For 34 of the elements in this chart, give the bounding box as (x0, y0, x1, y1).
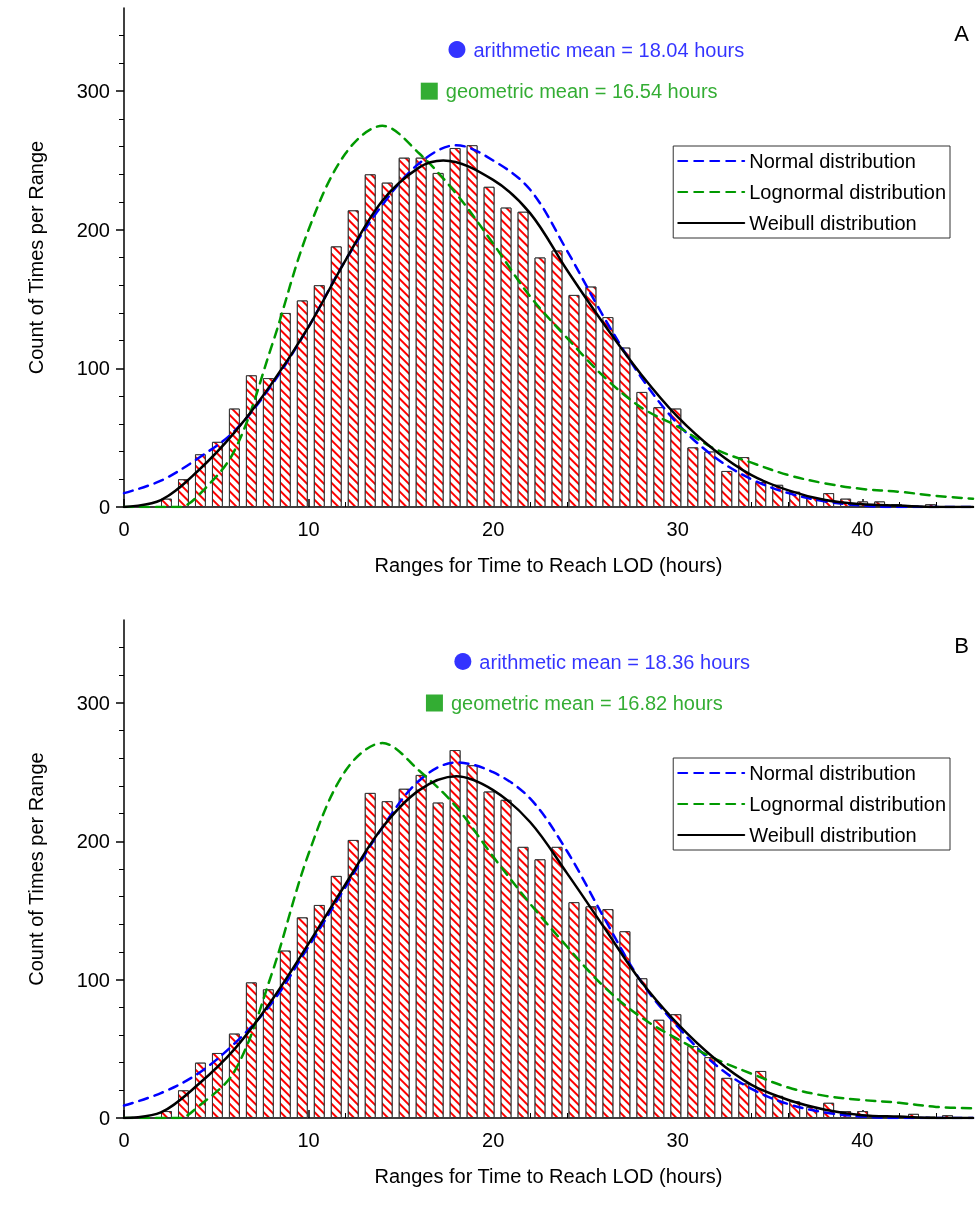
x-tick-label: 30 (666, 518, 689, 540)
x-tick-label: 20 (482, 518, 505, 540)
y-tick-label: 200 (76, 218, 110, 241)
x-tick-label: 30 (666, 1129, 689, 1151)
y-tick-label: 0 (98, 1107, 110, 1129)
x-tick-label: 10 (297, 518, 320, 540)
x-tick-label: 40 (851, 1129, 874, 1151)
legend-label: Normal distribution (749, 150, 916, 172)
series-label: geometric mean = 16.54 hours (445, 80, 718, 103)
x-tick-label: 40 (851, 518, 874, 540)
x-axis-title: Ranges for Time to Reach LOD (hours) (374, 1165, 723, 1187)
y-tick-label: 100 (76, 357, 110, 380)
y-tick-label: 0 (98, 496, 110, 518)
series-label: arithmetic mean = 18.36 hours (479, 650, 751, 673)
y-tick-label: 300 (76, 80, 110, 103)
y-axis-title: Count of Times per Range (25, 140, 47, 375)
legend-label: Weibull distribution (749, 824, 917, 846)
annotation: A (954, 20, 970, 46)
x-tick-label: 0 (118, 518, 130, 540)
y-tick-label: 100 (76, 968, 110, 991)
y-tick-label: 200 (76, 830, 110, 853)
x-tick-label: 10 (297, 1129, 320, 1151)
legend-label: Normal distribution (749, 762, 916, 784)
annotation: B (954, 632, 970, 658)
series-label: geometric mean = 16.82 hours (450, 692, 723, 714)
y-axis-title: Count of Times per Range (25, 752, 47, 986)
legend-label: Weibull distribution (749, 212, 917, 234)
x-tick-label: 0 (118, 1129, 130, 1151)
x-tick-label: 20 (482, 1129, 505, 1151)
legend-label: Lognormal distribution (749, 181, 946, 203)
y-tick-label: 300 (76, 692, 110, 714)
x-axis-title: Ranges for Time to Reach LOD (hours) (374, 554, 723, 576)
legend-label: Lognormal distribution (749, 793, 946, 815)
series-label: arithmetic mean = 18.04 hours (473, 38, 745, 61)
